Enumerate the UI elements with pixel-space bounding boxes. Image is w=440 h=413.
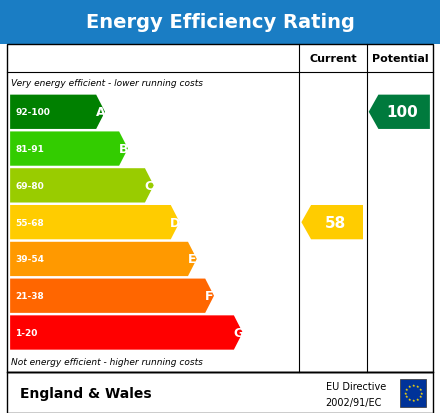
Text: F: F bbox=[205, 290, 214, 302]
Text: ★: ★ bbox=[404, 394, 408, 399]
Polygon shape bbox=[301, 206, 363, 240]
Polygon shape bbox=[369, 95, 430, 130]
Text: 92-100: 92-100 bbox=[15, 108, 50, 117]
Text: D: D bbox=[170, 216, 180, 229]
Text: 2002/91/EC: 2002/91/EC bbox=[326, 396, 382, 407]
Polygon shape bbox=[10, 206, 180, 240]
Bar bbox=[7, 45, 433, 373]
Text: ★: ★ bbox=[404, 387, 408, 391]
Text: ★: ★ bbox=[419, 391, 423, 395]
Polygon shape bbox=[10, 316, 243, 350]
Text: ★: ★ bbox=[415, 385, 419, 388]
Bar bbox=[7, 373, 433, 413]
Text: ★: ★ bbox=[407, 385, 411, 388]
Text: 55-68: 55-68 bbox=[15, 218, 44, 227]
Polygon shape bbox=[10, 132, 128, 166]
Text: ★: ★ bbox=[411, 383, 415, 387]
Polygon shape bbox=[10, 242, 197, 276]
Text: 1-20: 1-20 bbox=[15, 328, 38, 337]
Text: ★: ★ bbox=[411, 398, 415, 402]
Text: Energy Efficiency Rating: Energy Efficiency Rating bbox=[85, 13, 355, 32]
Text: 58: 58 bbox=[324, 215, 346, 230]
Text: ★: ★ bbox=[415, 397, 419, 401]
Polygon shape bbox=[10, 95, 105, 130]
Text: Very energy efficient - lower running costs: Very energy efficient - lower running co… bbox=[11, 79, 203, 88]
Text: 21-38: 21-38 bbox=[15, 292, 44, 301]
Text: 81-91: 81-91 bbox=[15, 145, 44, 154]
Polygon shape bbox=[10, 169, 154, 203]
Text: EU Directive: EU Directive bbox=[326, 381, 386, 391]
Text: 100: 100 bbox=[386, 105, 418, 120]
Text: ★: ★ bbox=[418, 394, 422, 399]
Text: ★: ★ bbox=[418, 387, 422, 391]
Text: 39-54: 39-54 bbox=[15, 255, 44, 264]
Text: Potential: Potential bbox=[372, 54, 428, 64]
Text: Current: Current bbox=[309, 54, 357, 64]
Text: 69-80: 69-80 bbox=[15, 181, 44, 190]
Text: England & Wales: England & Wales bbox=[20, 386, 151, 400]
Bar bbox=[0, 0, 440, 45]
Text: G: G bbox=[233, 326, 243, 339]
Text: C: C bbox=[145, 179, 154, 192]
Text: ★: ★ bbox=[403, 391, 407, 395]
Text: E: E bbox=[188, 253, 197, 266]
Text: A: A bbox=[96, 106, 106, 119]
Text: Not energy efficient - higher running costs: Not energy efficient - higher running co… bbox=[11, 357, 203, 366]
Text: B: B bbox=[119, 143, 128, 156]
Text: ★: ★ bbox=[407, 397, 411, 401]
Bar bbox=[400, 379, 426, 407]
Polygon shape bbox=[10, 279, 214, 313]
